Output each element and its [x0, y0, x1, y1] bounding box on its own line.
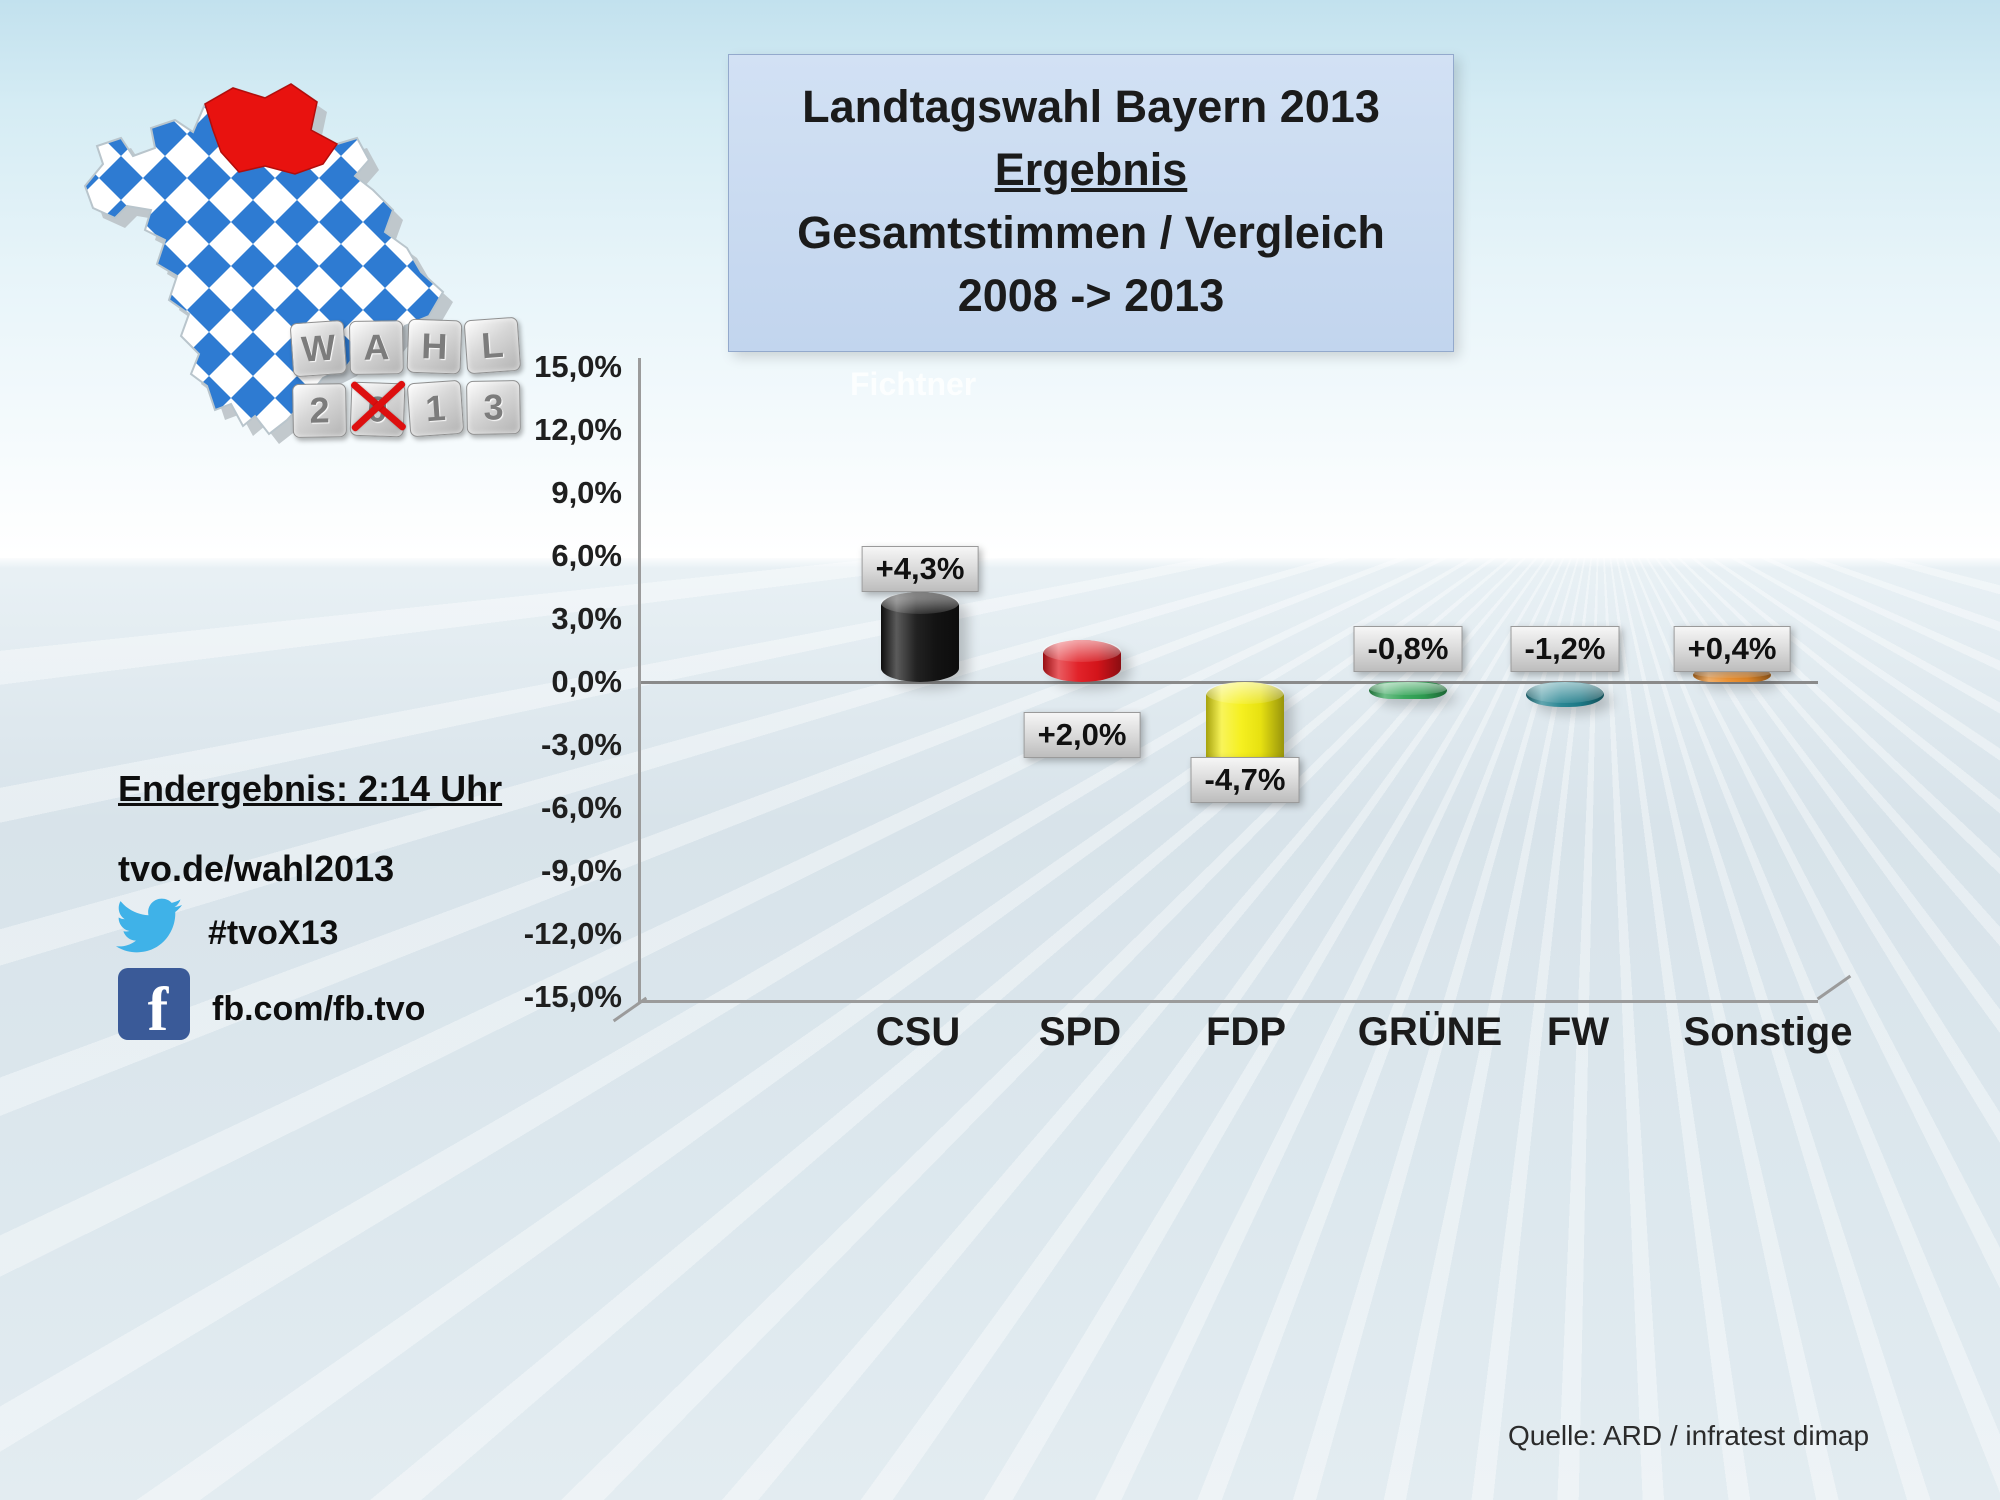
watermark-text: Fichtner — [850, 366, 977, 402]
wahl-block-2: 2 — [292, 383, 347, 439]
horizon-glow — [0, 540, 2000, 568]
wahl-block-1: 1 — [406, 379, 465, 438]
wahl-2013-logo: WAHL2013 — [289, 316, 525, 442]
title-line-2: Ergebnis — [994, 144, 1188, 195]
twitter-hashtag: #tvoX13 — [208, 914, 339, 952]
facebook-icon: f — [118, 968, 190, 1040]
title-line-1: Landtagswahl Bayern 2013 — [802, 81, 1380, 132]
facebook-f-glyph: f — [147, 975, 169, 1041]
twitter-icon — [115, 898, 183, 953]
oberfranken-highlight — [204, 83, 339, 175]
facebook-page: fb.com/fb.tvo — [212, 990, 426, 1028]
final-result-text: Endergebnis: 2:14 Uhr — [118, 768, 503, 809]
wahl-block-l: L — [463, 316, 522, 375]
wahl-block-a: A — [348, 320, 404, 376]
wahl-block-3: 3 — [466, 380, 521, 435]
wahl-block-h: H — [406, 318, 463, 375]
title-line-3: Gesamtstimmen / Vergleich — [797, 207, 1385, 258]
wahl-block-w: W — [289, 319, 348, 378]
source-text: Quelle: ARD / infratest dimap — [1508, 1420, 1870, 1451]
website-text: tvo.de/wahl2013 — [118, 848, 395, 889]
floor-background — [0, 558, 2000, 1500]
title-box: Landtagswahl Bayern 2013 Ergebnis Gesamt… — [728, 54, 1454, 352]
y-tick-label: 9,0% — [551, 475, 622, 510]
title-line-4: 2008 -> 2013 — [957, 270, 1225, 321]
